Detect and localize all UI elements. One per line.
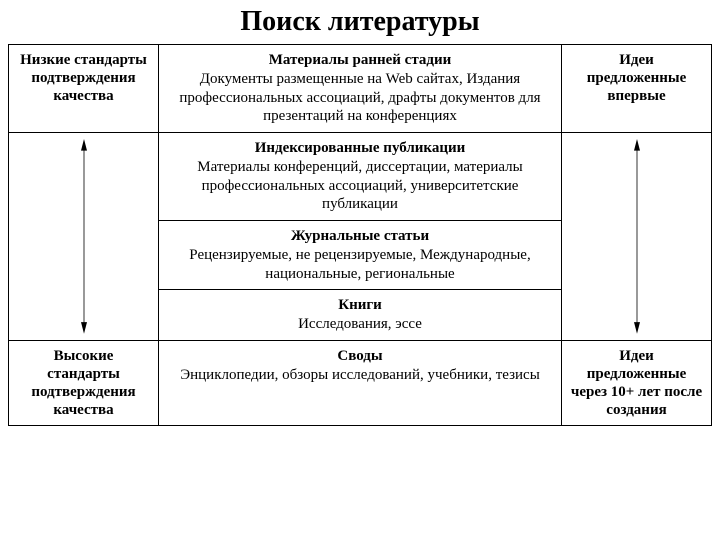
vertical-arrow-icon (629, 139, 645, 334)
left-bottom-label: Высокие стандарты подтверждения качества (9, 340, 159, 425)
right-bottom-label: Идеи предложенные через 10+ лет после со… (562, 340, 712, 425)
row-3: Книги Исследования, эссе (159, 290, 562, 341)
left-top-text: Низкие стандарты подтверждения качества (17, 51, 150, 105)
literature-table: Низкие стандарты подтверждения качества … (8, 44, 712, 426)
row-2-body: Рецензируемые, не рецензируемые, Междуна… (167, 246, 553, 284)
left-bottom-text: Высокие стандарты подтверждения качества (17, 347, 150, 419)
row-1-body: Материалы конференций, диссертации, мате… (167, 158, 553, 214)
row-0-title: Материалы ранней стадии (167, 51, 553, 70)
row-1-title: Индексированные публикации (167, 139, 553, 158)
row-0-body: Документы размещенные на Web сайтах, Изд… (167, 70, 553, 126)
right-arrow-cell (562, 133, 712, 341)
left-top-label: Низкие стандарты подтверждения качества (9, 45, 159, 133)
right-top-label: Идеи предложенные впервые (562, 45, 712, 133)
vertical-arrow-icon (76, 139, 92, 334)
row-0: Материалы ранней стадии Документы размещ… (159, 45, 562, 133)
row-4-title: Своды (167, 347, 553, 366)
right-bottom-text: Идеи предложенные через 10+ лет после со… (570, 347, 703, 419)
right-top-text: Идеи предложенные впервые (570, 51, 703, 105)
row-4-body: Энциклопедии, обзоры исследований, учебн… (167, 366, 553, 385)
row-1: Индексированные публикации Материалы кон… (159, 133, 562, 221)
page-title: Поиск литературы (8, 6, 712, 38)
row-3-title: Книги (167, 296, 553, 315)
row-2-title: Журнальные статьи (167, 227, 553, 246)
row-2: Журнальные статьи Рецензируемые, не реце… (159, 221, 562, 290)
left-arrow-cell (9, 133, 159, 341)
row-3-body: Исследования, эссе (167, 315, 553, 334)
row-4: Своды Энциклопедии, обзоры исследований,… (159, 340, 562, 425)
